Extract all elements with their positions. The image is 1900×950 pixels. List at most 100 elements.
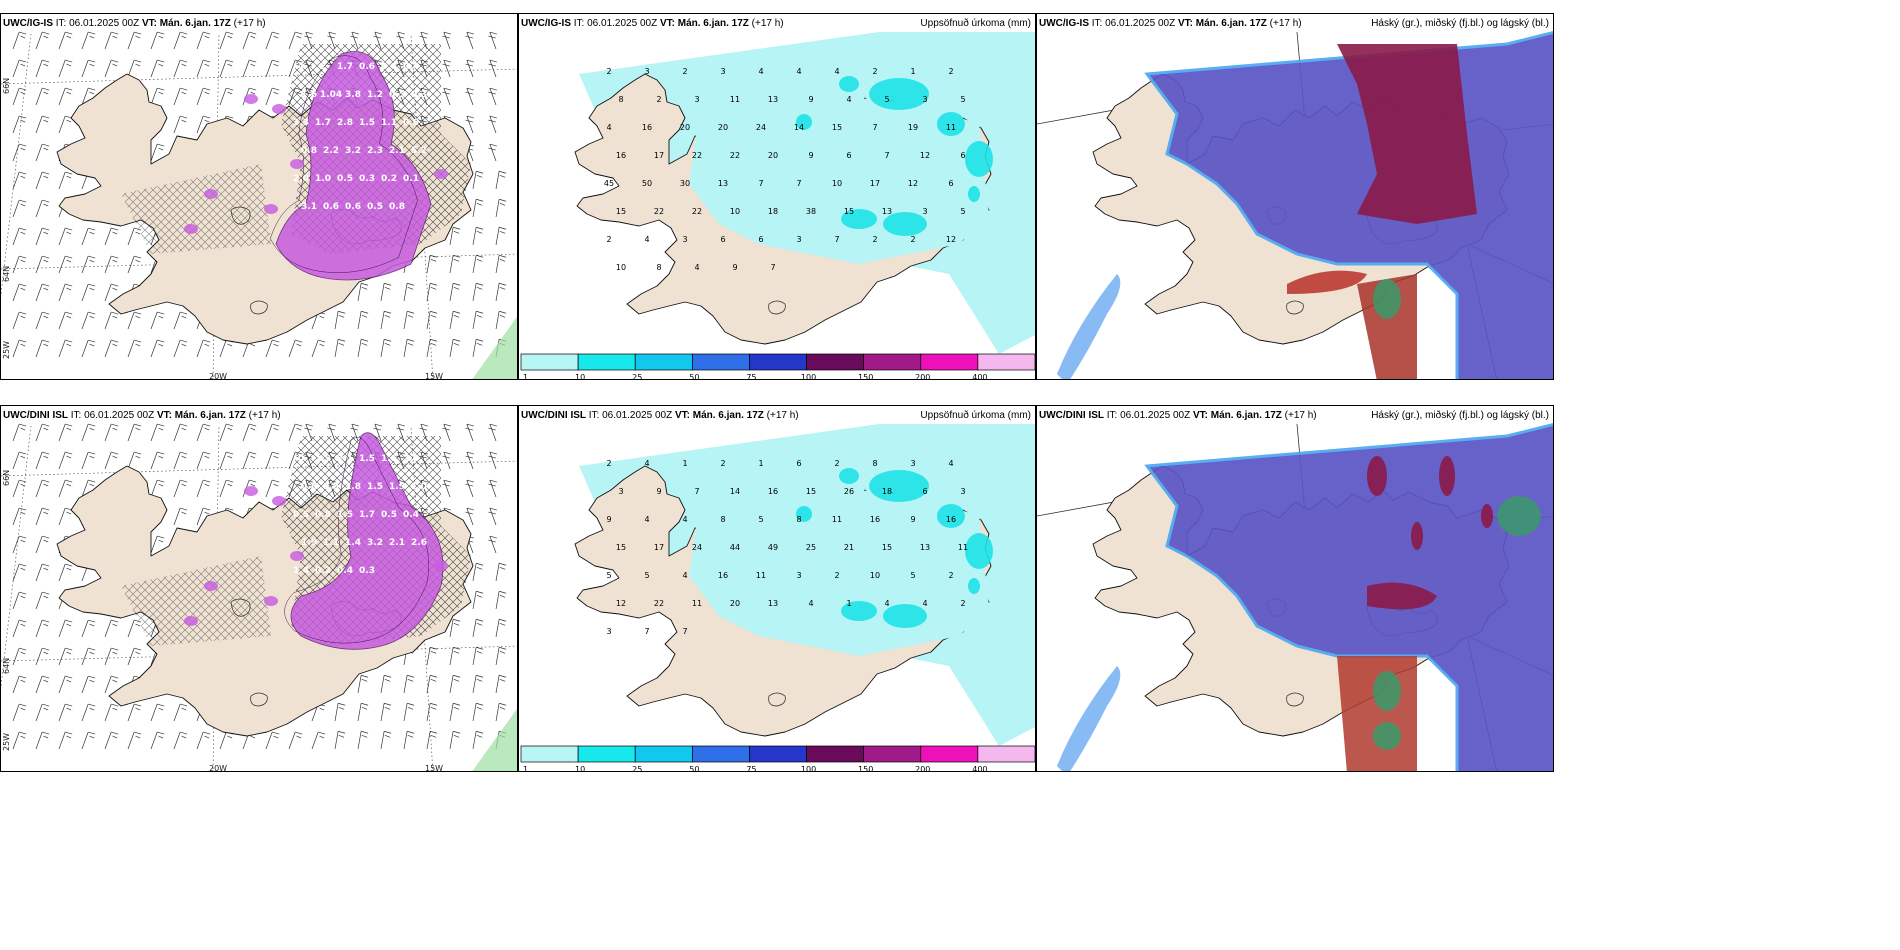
wind-value-label: 1.1 xyxy=(381,118,397,128)
colorbar-tick-label: 50 xyxy=(689,373,699,380)
valid-time: VT: Mán. 6.jan. 17Z xyxy=(674,410,764,421)
wind-value-label: 0.6 xyxy=(345,202,361,212)
precip-value-label: 16 xyxy=(616,151,626,160)
panel-cloud-top: UWC/IG-IS IT: 06.01.2025 00Z VT: Mán. 6.… xyxy=(1036,13,1554,380)
precip-value-label: 3 xyxy=(618,487,623,496)
model-name: UWC/IG-IS xyxy=(3,18,53,29)
precip-value-label: 7 xyxy=(872,123,877,132)
precip-value-label: 20 xyxy=(730,599,740,608)
precip-value-label: 12 xyxy=(908,179,918,188)
precip-value-label: 22 xyxy=(692,207,702,216)
precip-value-label: 18 xyxy=(768,207,778,216)
precip-value-label: 15 xyxy=(844,207,854,216)
precip-value-label: 21 xyxy=(844,543,854,552)
precip-value-label: 16 xyxy=(946,515,956,524)
precip-value-label: 7 xyxy=(758,179,763,188)
wind-value-label: 0.8 xyxy=(301,146,317,156)
axis-label: 64N xyxy=(2,658,11,674)
wind-value-label: 0.5 xyxy=(381,510,397,520)
precip-value-label: 13 xyxy=(920,543,930,552)
model-name: UWC/DINI ISL xyxy=(521,410,586,421)
panel-header: UWC/DINI ISL IT: 06.01.2025 00Z VT: Mán.… xyxy=(521,410,799,421)
colorbar-tick-label: 1 xyxy=(523,373,528,380)
colorbar-segment xyxy=(920,745,979,763)
precip-value-label: 9 xyxy=(732,263,737,272)
init-time: IT: 06.01.2025 00Z xyxy=(55,18,140,29)
precip-value-label: 24 xyxy=(756,123,766,132)
precip-value-label: 4 xyxy=(644,459,649,468)
precip-value-label: 7 xyxy=(834,235,839,244)
colorbar-segment xyxy=(577,745,636,763)
map-cloud-top xyxy=(1037,30,1553,379)
precip-value-label: 7 xyxy=(694,487,699,496)
axis-label: 64N xyxy=(2,266,11,282)
precip-value-label: 24 xyxy=(692,543,702,552)
wind-value-label: 2.0 xyxy=(293,174,309,184)
wind-value-label: 1.9 xyxy=(301,538,317,548)
precip-value-label: 4 xyxy=(682,515,687,524)
precip-value-label: 3 xyxy=(682,235,687,244)
colorbar-segment xyxy=(691,745,750,763)
precip-value-label: 1 xyxy=(758,459,763,468)
precip-value-label: 12 xyxy=(946,235,956,244)
panel-header: UWC/IG-IS IT: 06.01.2025 00Z VT: Mán. 6.… xyxy=(521,18,784,29)
axis-label: 15W xyxy=(425,764,443,772)
precip-value-label: 11 xyxy=(958,543,968,552)
wind-value-label: 1.5 xyxy=(367,482,383,492)
colorbar-segment xyxy=(520,745,579,763)
wind-value-label: 1.9 xyxy=(315,454,331,464)
precip-value-label: 8 xyxy=(656,263,661,272)
panel-header: UWC/IG-IS IT: 06.01.2025 00Z VT: Mán. 6.… xyxy=(3,18,266,29)
precip-value-label: 2 xyxy=(960,599,965,608)
colorbar-segment xyxy=(920,353,979,371)
precip-value-label: 3 xyxy=(694,95,699,104)
init-time: IT: 06.01.2025 00Z xyxy=(1106,410,1191,421)
map-precip-top: 2 3 2 3 4 4 4 2 1 28 2 3 11 13 9 4 5 3 54 16 20 20 24 14 15 7 19 11… xyxy=(520,32,1035,380)
wind-value-label: 3.8 xyxy=(345,90,361,100)
axis-label: 20W xyxy=(209,372,227,380)
precip-value-label: 5 xyxy=(960,207,965,216)
precip-value-label: 7 xyxy=(682,627,687,636)
precip-value-label: 16 xyxy=(768,487,778,496)
precip-value-label: 12 xyxy=(616,599,626,608)
panel-variable-title: Uppsöfnuð úrkoma (mm) xyxy=(920,18,1031,29)
precip-value-label: 4 xyxy=(808,599,813,608)
colorbar-tick-label: 1 xyxy=(523,765,528,772)
wind-value-label: 1.9 xyxy=(389,482,405,492)
precip-value-label: 5 xyxy=(644,571,649,580)
precip-value-label: 7 xyxy=(884,151,889,160)
colorbar-segment xyxy=(806,745,865,763)
precip-value-label: 9 xyxy=(910,515,915,524)
precip-value-label: 6 xyxy=(796,459,801,468)
precip-value-label: 16 xyxy=(870,515,880,524)
precip-value-label: 2 xyxy=(606,67,611,76)
panel-precip-top: 2 3 2 3 4 4 4 2 1 2 8 2 3 11 13 9 4 5 3 5 4 16 20 20 24 14 15 7 19 11… xyxy=(518,13,1036,380)
colorbar-segment xyxy=(749,745,807,763)
colorbar-tick-label: 200 xyxy=(915,765,930,772)
model-name: UWC/IG-IS xyxy=(521,18,571,29)
precip-value-label: 4 xyxy=(846,95,851,104)
wind-value-label: 2.8 xyxy=(337,118,353,128)
panel-variable-title: Háský (gr.), miðský (fj.bl.) og lágský (… xyxy=(1371,18,1549,29)
axis-label: 25W xyxy=(2,733,11,751)
wind-value-label: 0.5 xyxy=(389,90,405,100)
precip-value-label: 2 xyxy=(606,235,611,244)
precip-value-label: 44 xyxy=(730,543,740,552)
precip-value-label: 22 xyxy=(654,207,664,216)
precip-value-label: 4 xyxy=(922,599,927,608)
precip-value-label: 20 xyxy=(768,151,778,160)
precip-value-label: 5 xyxy=(758,515,763,524)
colorbar-segment xyxy=(863,745,922,763)
panel-wind-top: 4 2 1.7 0.6 0.4 0.4 1.6 1.04 3.8 1.2 0.5 0.3 3.3 1.7 2… xyxy=(0,13,518,380)
panel-header: UWC/DINI ISL IT: 06.01.2025 00Z VT: Mán.… xyxy=(3,410,281,421)
wind-value-label: 1.8 xyxy=(345,482,361,492)
precip-value-label: 17 xyxy=(870,179,880,188)
wind-value-label: 1.6 xyxy=(301,90,317,100)
precip-value-label: 12 xyxy=(920,151,930,160)
precip-value-label: 11 xyxy=(730,95,740,104)
precip-value-label: 5 xyxy=(606,571,611,580)
colorbar-tick-label: 10 xyxy=(575,373,585,380)
wind-value-label: 2.1 xyxy=(389,146,405,156)
precip-value-label: 6 xyxy=(922,487,927,496)
precip-value-label: 4 xyxy=(796,67,801,76)
